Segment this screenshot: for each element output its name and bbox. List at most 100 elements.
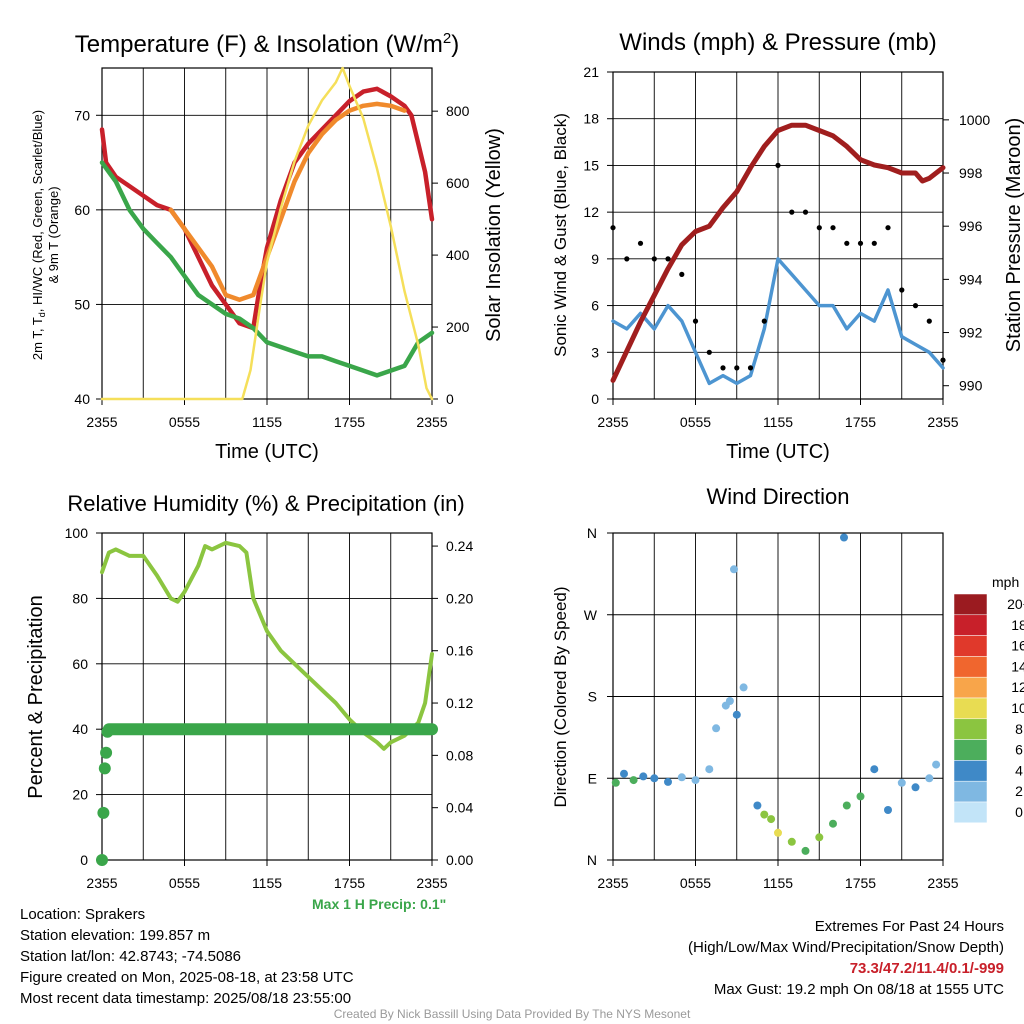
dir-point bbox=[767, 815, 776, 824]
extremes-values: 73.3/47.2/11.4/0.1/-999 bbox=[849, 960, 1004, 977]
winds-y2tick-label: 1000 bbox=[959, 112, 990, 128]
rh-xtick-label: 2355 bbox=[86, 875, 117, 891]
speed-legend-swatch bbox=[953, 593, 988, 616]
dir-point bbox=[739, 683, 748, 692]
winds-gust-point bbox=[692, 318, 699, 324]
winds-xtick-label: 2355 bbox=[597, 414, 628, 430]
dir-point bbox=[787, 837, 796, 846]
speed-legend-label: 6 bbox=[1015, 742, 1023, 758]
rh-precip-point bbox=[98, 762, 111, 775]
dir-point bbox=[840, 533, 848, 542]
extremes-subtitle: (High/Low/Max Wind/Precipitation/Snow De… bbox=[688, 939, 1004, 956]
rh-series-humidity bbox=[100, 540, 434, 751]
temp-series-orange bbox=[168, 101, 407, 302]
winds-gust-point bbox=[899, 287, 905, 293]
winds-ytick-label: 15 bbox=[583, 157, 599, 173]
rh-y2tick-label: 0.04 bbox=[446, 800, 473, 816]
rh-ylabel: Percent & Precipitation bbox=[25, 595, 47, 798]
winds-ylabel: Sonic Wind & Gust (Blue, Black) bbox=[551, 113, 570, 357]
winds-ytick-label: 0 bbox=[591, 391, 599, 407]
winds-y2tick-label: 990 bbox=[959, 378, 983, 394]
temp-ytick-label: 70 bbox=[74, 107, 90, 123]
rh-y2tick-label: 0.20 bbox=[446, 590, 473, 606]
temp-ylabel-line2: & 9m T (Orange) bbox=[46, 186, 61, 283]
rh-ytick-label: 80 bbox=[72, 590, 88, 606]
station-info: Location: Sprakers Station elevation: 19… bbox=[20, 904, 354, 1009]
speed-legend-swatch bbox=[953, 780, 988, 803]
temp-ytick-label: 40 bbox=[74, 391, 90, 407]
dir-point bbox=[712, 724, 721, 733]
temp-xtick-label: 0555 bbox=[169, 414, 200, 430]
extremes-title: Extremes For Past 24 Hours bbox=[814, 918, 1004, 935]
dir-point bbox=[705, 765, 714, 774]
rh-xtick-label: 0555 bbox=[169, 875, 200, 891]
dir-point bbox=[732, 710, 741, 719]
rh-precip-point bbox=[97, 806, 110, 819]
rh-y2tick-label: 0.08 bbox=[446, 747, 473, 763]
dir-point bbox=[774, 828, 782, 837]
dir-point bbox=[870, 765, 879, 774]
winds-y2tick-label: 994 bbox=[959, 271, 983, 287]
temp-title: Temperature (F) & Insolation (W/m2) bbox=[75, 30, 459, 58]
dir-point bbox=[829, 819, 837, 828]
rh-ytick-label: 40 bbox=[72, 721, 88, 737]
speed-legend-swatch bbox=[953, 718, 988, 740]
rh-y2tick-label: 0.00 bbox=[446, 852, 473, 868]
dir-point bbox=[620, 769, 628, 778]
dir-ytick-label: N bbox=[587, 852, 597, 868]
temp-xtick-label: 2355 bbox=[86, 414, 117, 430]
winds-gust-point bbox=[747, 365, 754, 371]
speed-legend-label: 2 bbox=[1015, 783, 1023, 799]
rh-y2tick-label: 0.16 bbox=[446, 643, 473, 659]
temp-xtick-label: 1155 bbox=[252, 414, 282, 430]
winds-ytick-label: 21 bbox=[583, 64, 599, 80]
speed-legend-swatch bbox=[953, 656, 988, 678]
rh-ytick-label: 20 bbox=[72, 787, 88, 803]
dir-point bbox=[725, 697, 734, 705]
precip-max-label: Max 1 H Precip: 0.1" bbox=[312, 896, 447, 912]
temp-y2tick-label: 0 bbox=[446, 391, 454, 407]
dir-ytick-label: N bbox=[587, 525, 597, 541]
winds-xtick-label: 1155 bbox=[763, 414, 793, 430]
speed-legend-label: 0 bbox=[1015, 804, 1023, 820]
temp-y2tick-label: 800 bbox=[446, 103, 470, 119]
speed-legend-label: 14 bbox=[1011, 658, 1024, 674]
dir-point bbox=[801, 846, 810, 855]
dir-point bbox=[753, 801, 762, 810]
temp-series-red bbox=[99, 86, 435, 331]
winds-y2tick-label: 992 bbox=[959, 325, 983, 341]
credit-text: Created By Nick Bassill Using Data Provi… bbox=[333, 1007, 691, 1021]
winds-series-pressure bbox=[610, 122, 946, 383]
winds-gust-point bbox=[871, 240, 877, 246]
dir-ytick-label: S bbox=[588, 689, 597, 705]
winds-gust-point bbox=[761, 318, 767, 324]
winds-gust-point bbox=[679, 271, 685, 277]
temp-y2tick-label: 400 bbox=[446, 247, 470, 263]
winds-gust-point bbox=[844, 240, 850, 246]
winds-ytick-label: 12 bbox=[583, 204, 599, 220]
temp-xtick-label: 2355 bbox=[416, 414, 447, 430]
winds-ytick-label: 3 bbox=[591, 344, 599, 360]
dir-point bbox=[815, 833, 824, 842]
rh-precip-point bbox=[96, 854, 108, 866]
winds-gust-point bbox=[734, 365, 740, 371]
temp-xlabel: Time (UTC) bbox=[215, 441, 319, 463]
winds-gust-point bbox=[706, 349, 712, 355]
speed-legend-swatch bbox=[953, 801, 988, 824]
dir-point bbox=[730, 565, 738, 574]
dir-point bbox=[691, 776, 700, 785]
rh-ytick-label: 60 bbox=[72, 656, 88, 672]
winds-series-sonic bbox=[611, 257, 945, 386]
temp-y2label: Solar Insolation (Yellow) bbox=[483, 128, 505, 342]
max-gust-text: Max Gust: 19.2 mph On 08/18 at 1555 UTC bbox=[713, 981, 1004, 998]
dir-xtick-label: 2355 bbox=[927, 875, 958, 891]
dir-point bbox=[856, 792, 865, 801]
extremes-info: Extremes For Past 24 Hours (High/Low/Max… bbox=[688, 916, 1004, 1000]
dir-point bbox=[911, 783, 920, 792]
winds-gust-point bbox=[857, 240, 864, 246]
temp-ytick-label: 60 bbox=[74, 202, 90, 218]
rh-y2tick-label: 0.24 bbox=[446, 538, 473, 554]
winds-xtick-label: 2355 bbox=[927, 414, 958, 430]
recent-text: Most recent data timestamp: 2025/08/18 2… bbox=[20, 990, 352, 1007]
